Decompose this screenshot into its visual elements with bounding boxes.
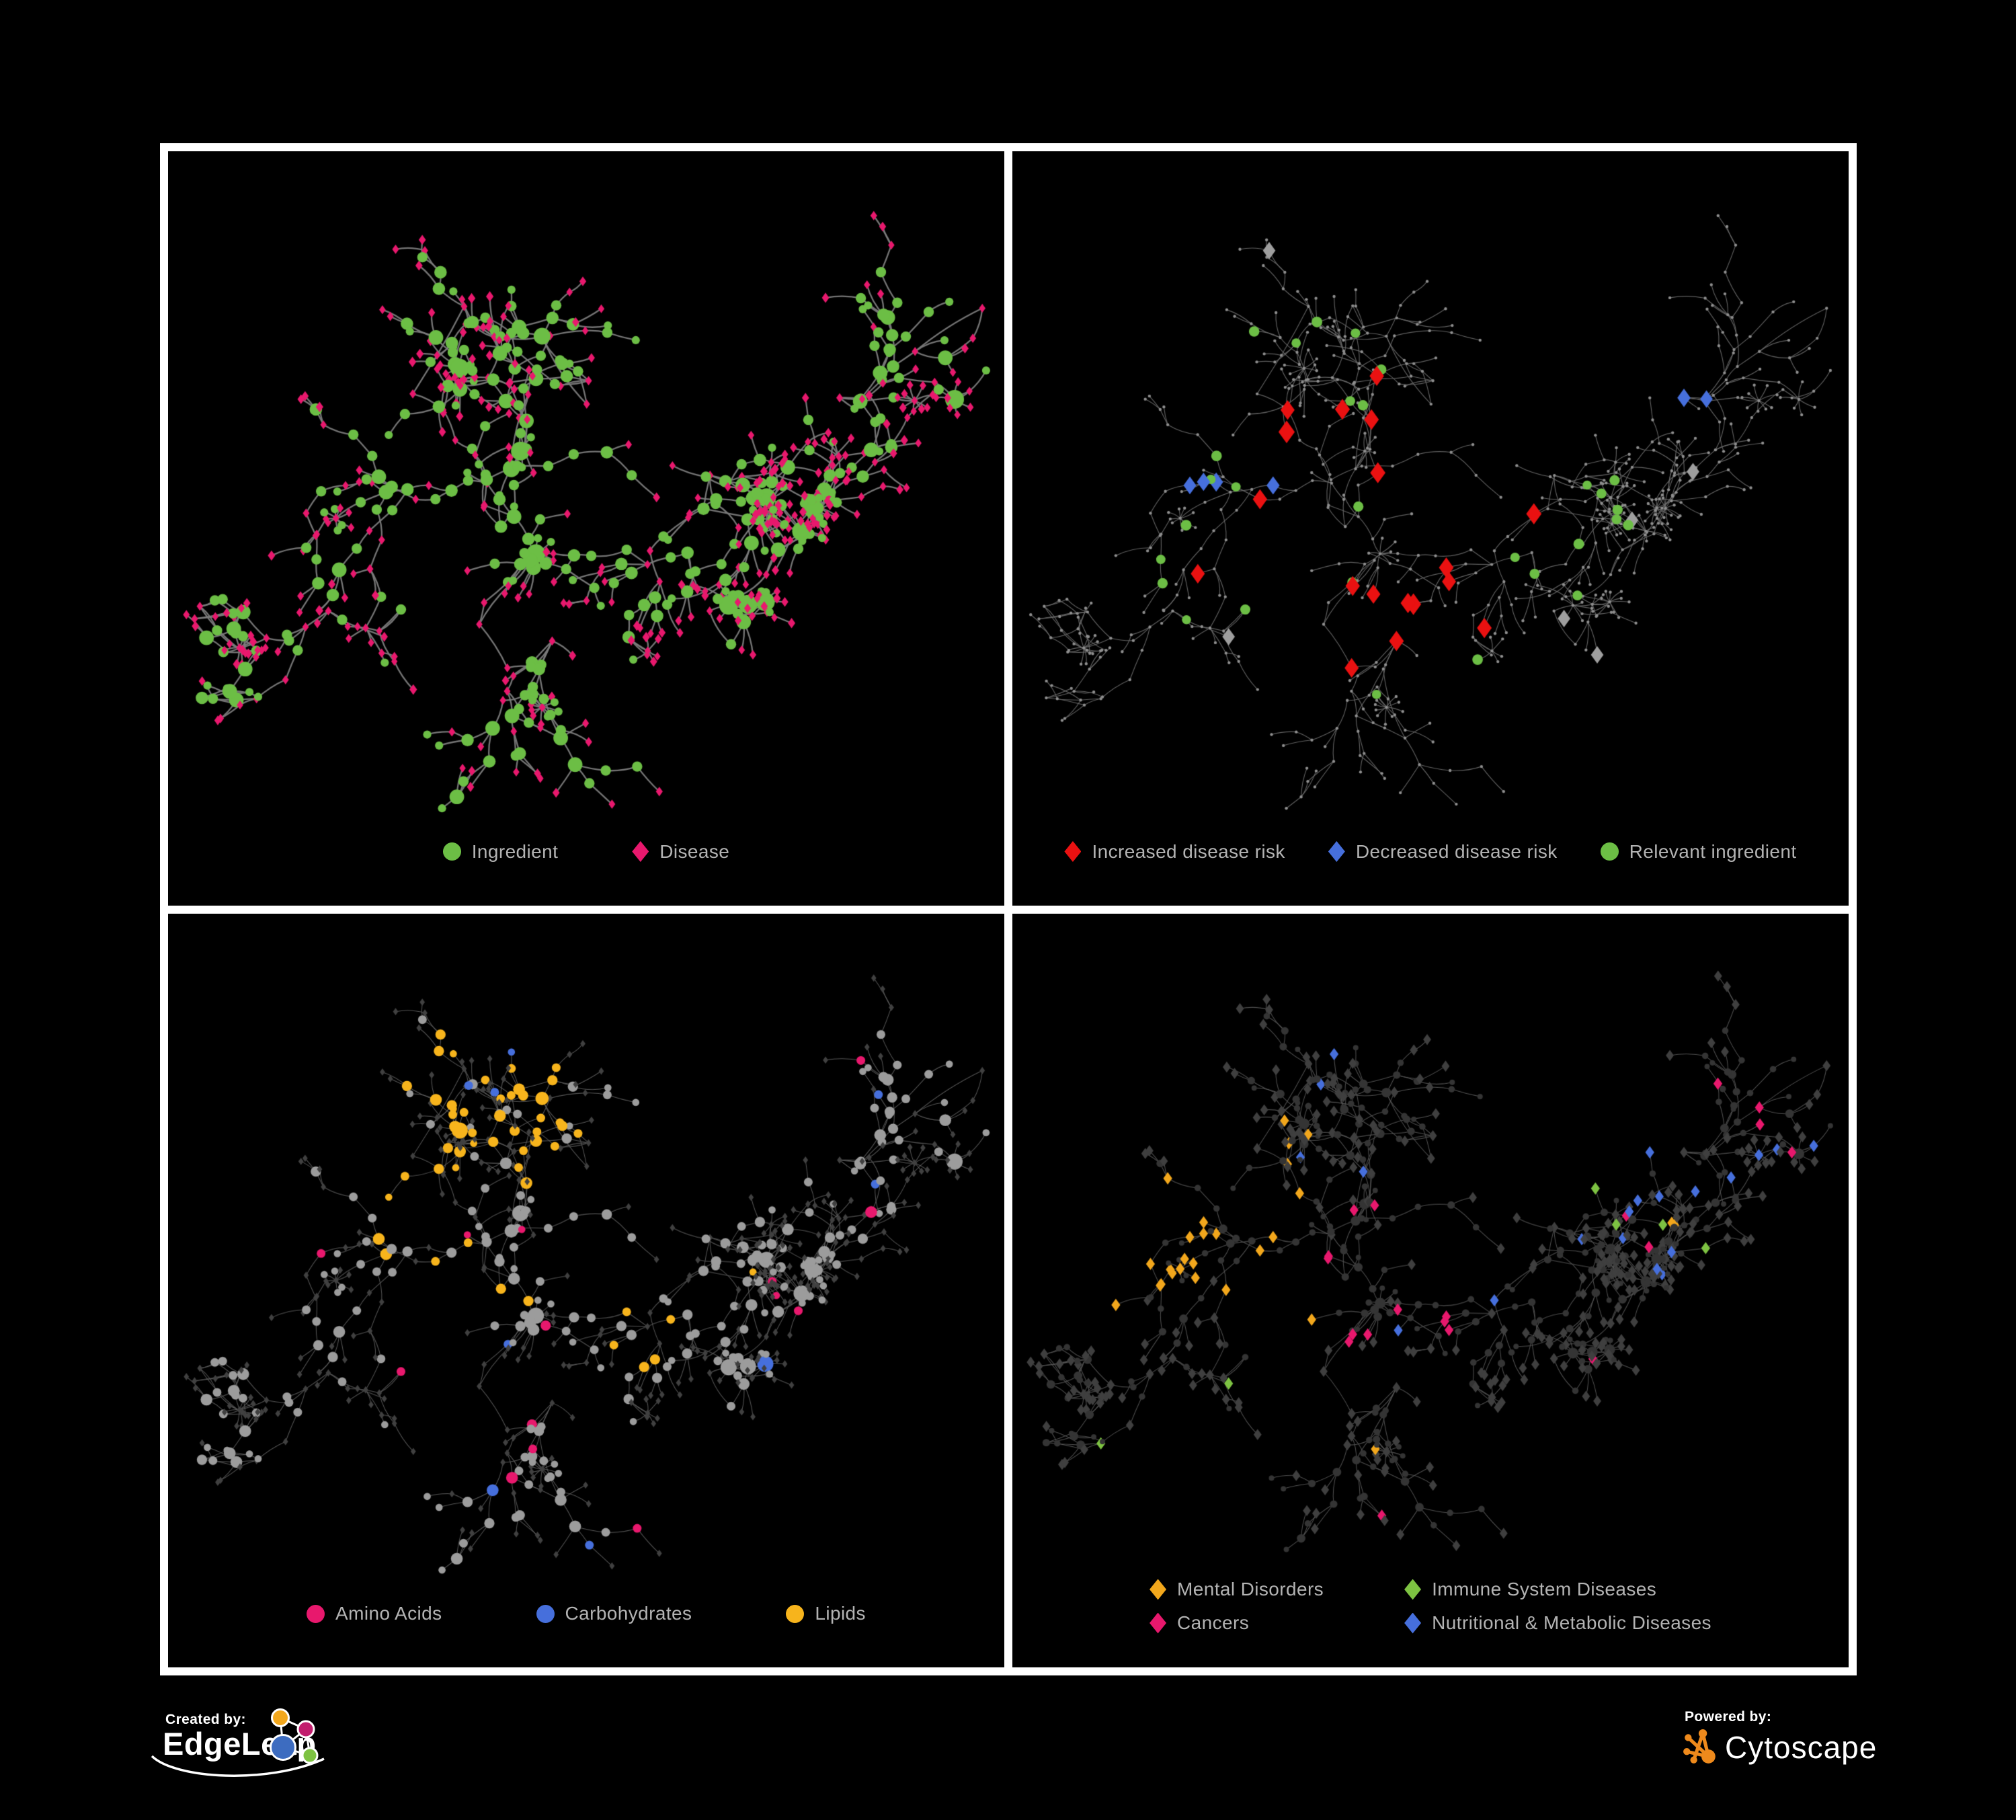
legend-item: Mental Disorders: [1150, 1579, 1324, 1600]
network-canvas-ingredient-classes: [168, 913, 1004, 1599]
legend-item: Cancers: [1150, 1612, 1324, 1634]
legend-disease-classes: Mental Disorders Immune System Diseases …: [1012, 1577, 1849, 1667]
legend-item: Relevant ingredient: [1600, 840, 1797, 863]
legend-label: Lipids: [815, 1603, 866, 1624]
powered-by-label: Powered by:: [1685, 1709, 1772, 1725]
nutritional-diseases-marker-icon: [1404, 1612, 1422, 1634]
carbohydrates-marker-icon: [536, 1604, 555, 1623]
cytoscape-credit: Powered by: Cytoscape: [1678, 1704, 1974, 1798]
legend-item: Lipids: [786, 1603, 866, 1624]
legend-item: Carbohydrates: [536, 1603, 692, 1624]
network-area-1: [168, 151, 1004, 837]
increased-risk-marker-icon: [1064, 841, 1082, 862]
cytoscape-wordmark: Cytoscape: [1725, 1730, 1878, 1765]
legend-label: Ingredient: [471, 840, 559, 862]
cytoscape-logo-icon: [1683, 1729, 1716, 1764]
legend-ingredient-disease: Ingredient Disease: [168, 837, 1004, 906]
edgeleap-logo-icon: [151, 1708, 325, 1777]
legend-disease-risk: Increased disease risk Decreased disease…: [1012, 837, 1849, 906]
legend-label: Relevant ingredient: [1629, 840, 1797, 862]
legend-label: Increased disease risk: [1092, 840, 1285, 862]
legend-item: Disease: [632, 841, 729, 863]
created-by-label: Created by:: [165, 1712, 246, 1727]
legend-label: Cancers: [1177, 1612, 1250, 1633]
legend-label: Immune System Diseases: [1432, 1579, 1657, 1599]
legend-item: Nutritional & Metabolic Diseases: [1404, 1612, 1711, 1634]
network-canvas-disease-risk: [1012, 151, 1849, 837]
ingredient-marker-icon: [442, 842, 461, 861]
network-area-4: [1012, 913, 1849, 1577]
panel-ingredient-disease: Ingredient Disease: [168, 151, 1004, 906]
network-canvas-disease-classes: [1012, 913, 1849, 1577]
amino-acids-marker-icon: [307, 1604, 325, 1623]
cancers-marker-icon: [1150, 1612, 1167, 1634]
legend-item: Amino Acids: [307, 1603, 442, 1624]
relevant-ingredient-marker-icon: [1600, 842, 1619, 861]
disease-marker-icon: [632, 841, 649, 862]
lipids-marker-icon: [786, 1604, 805, 1623]
legend-label: Disease: [659, 840, 730, 862]
edgeleap-logo-links: [279, 1716, 311, 1757]
panel-ingredient-classes: Amino Acids Carbohydrates Lipids: [168, 913, 1004, 1667]
legend-label: Amino Acids: [335, 1603, 442, 1624]
immune-diseases-marker-icon: [1404, 1579, 1422, 1600]
legend-item: Decreased disease risk: [1328, 841, 1558, 863]
decreased-risk-marker-icon: [1328, 841, 1345, 862]
legend-item: Increased disease risk: [1064, 841, 1285, 863]
network-area-2: [1012, 151, 1849, 837]
legend-item: Immune System Diseases: [1404, 1579, 1711, 1600]
panel-disease-risk: Increased disease risk Decreased disease…: [1012, 151, 1849, 906]
network-area-3: [168, 913, 1004, 1599]
network-canvas-ingredient-disease: [168, 151, 1004, 837]
panel-disease-classes: Mental Disorders Immune System Diseases …: [1012, 913, 1849, 1667]
legend-item: Ingredient: [442, 840, 559, 863]
legend-label: Mental Disorders: [1177, 1579, 1324, 1599]
legend-ingredient-classes: Amino Acids Carbohydrates Lipids: [168, 1599, 1004, 1667]
legend-label: Carbohydrates: [565, 1603, 692, 1624]
legend-label: Decreased disease risk: [1355, 840, 1558, 862]
mental-disorders-marker-icon: [1150, 1579, 1167, 1600]
legend-label: Nutritional & Metabolic Diseases: [1432, 1612, 1711, 1633]
edgeleap-credit: Created by: EdgeLeap: [151, 1701, 481, 1819]
panel-grid: Ingredient Disease Increased disease ris…: [160, 143, 1857, 1675]
